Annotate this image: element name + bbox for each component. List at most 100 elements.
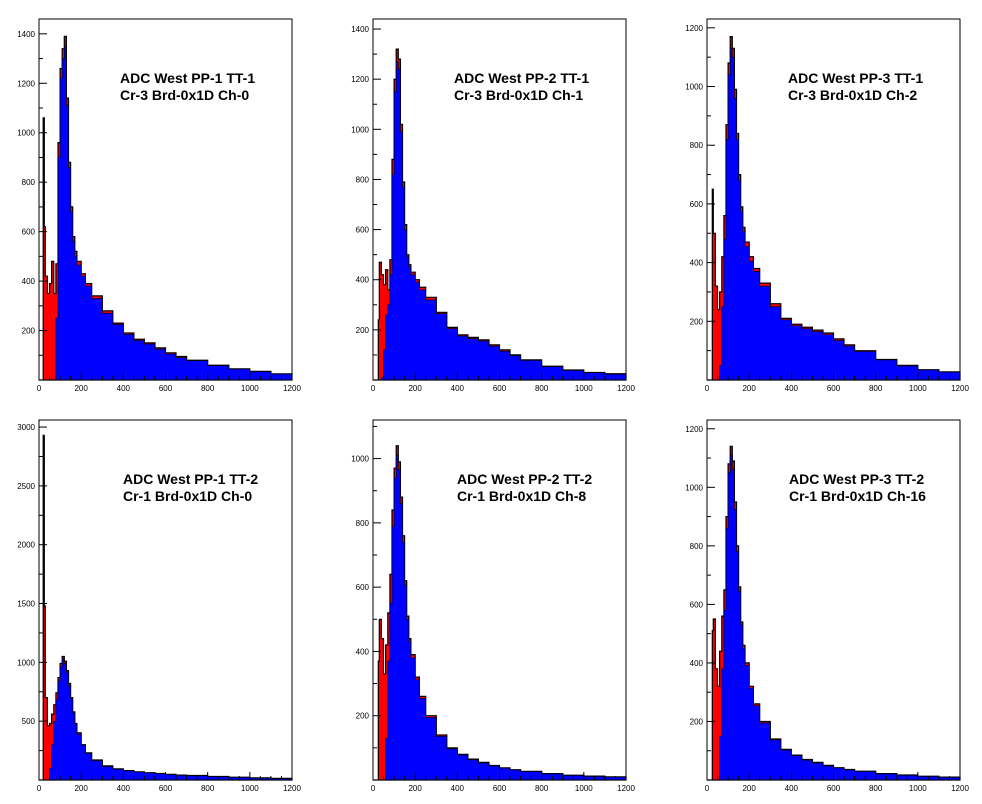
panel-subtitle: Cr-1 Brd-0x1D Ch-16 (789, 488, 926, 504)
panel-subtitle: Cr-3 Brd-0x1D Ch-2 (788, 87, 917, 103)
panel-title: ADC West PP-3 TT-2 (789, 471, 924, 487)
x-tick-label: 1000 (909, 384, 927, 393)
x-tick-label: 600 (827, 784, 841, 793)
y-tick-label: 200 (356, 712, 370, 721)
histogram-panel: 0 200 400 600 800 1000 1200 200 400 600 800 1000 120… (685, 18, 969, 393)
x-tick-label: 200 (742, 784, 756, 793)
panel-title: ADC West PP-3 TT-1 (788, 70, 923, 86)
x-tick-label: 800 (535, 784, 549, 793)
x-tick-label: 400 (451, 784, 465, 793)
y-tick-label: 1500 (17, 600, 35, 609)
x-tick-label: 400 (451, 384, 465, 393)
y-tick-label: 1200 (17, 79, 35, 88)
x-tick-label: 800 (201, 784, 215, 793)
histogram-panel: 0 200 400 600 800 1000 1200 200 400 600 800 1000 120… (351, 18, 635, 393)
x-tick-label: 0 (37, 384, 42, 393)
panel-title: ADC West PP-2 TT-2 (457, 471, 592, 487)
x-tick-label: 1000 (241, 384, 259, 393)
x-tick-label: 400 (785, 784, 799, 793)
x-tick-label: 200 (742, 384, 756, 393)
x-tick-label: 1200 (617, 384, 635, 393)
x-tick-label: 600 (159, 384, 173, 393)
y-tick-label: 600 (690, 200, 704, 209)
x-tick-label: 1200 (951, 384, 969, 393)
x-tick-label: 200 (408, 384, 422, 393)
y-tick-label: 400 (22, 277, 36, 286)
panel-subtitle: Cr-1 Brd-0x1D Ch-8 (457, 488, 586, 504)
x-tick-label: 200 (74, 784, 88, 793)
gated-histogram (707, 48, 961, 381)
y-tick-label: 1000 (17, 658, 35, 667)
y-tick-label: 1000 (685, 483, 703, 492)
histogram-panel: 0 200 400 600 800 1000 1200 200 400 600 800 1000 ADC… (351, 419, 635, 793)
y-tick-label: 800 (690, 141, 704, 150)
x-tick-label: 800 (869, 384, 883, 393)
y-tick-label: 400 (690, 659, 704, 668)
y-tick-label: 200 (690, 717, 704, 726)
x-tick-label: 0 (371, 784, 376, 793)
gated-histogram (39, 45, 293, 381)
gated-histogram (39, 658, 293, 781)
x-tick-label: 200 (74, 384, 88, 393)
y-tick-label: 600 (356, 226, 370, 235)
y-tick-label: 600 (22, 228, 36, 237)
x-tick-label: 600 (493, 784, 507, 793)
x-tick-label: 1200 (951, 784, 969, 793)
y-tick-label: 2000 (17, 541, 35, 550)
histogram-panel: 0 200 400 600 800 1000 1200 200 400 600 800 1000 120… (685, 419, 969, 793)
x-tick-label: 400 (117, 384, 131, 393)
y-tick-label: 1200 (685, 24, 703, 33)
panel-subtitle: Cr-3 Brd-0x1D Ch-0 (120, 87, 249, 103)
y-tick-label: 1200 (685, 425, 703, 434)
x-tick-label: 400 (117, 784, 131, 793)
y-tick-label: 400 (690, 259, 704, 268)
x-tick-label: 800 (535, 384, 549, 393)
y-tick-label: 600 (356, 583, 370, 592)
y-tick-label: 1000 (685, 83, 703, 92)
panel-title: ADC West PP-1 TT-2 (123, 471, 258, 487)
y-tick-label: 200 (690, 317, 704, 326)
x-tick-label: 800 (201, 384, 215, 393)
x-tick-label: 600 (159, 784, 173, 793)
y-tick-label: 800 (22, 178, 36, 187)
y-tick-label: 800 (356, 519, 370, 528)
y-tick-label: 500 (22, 717, 36, 726)
panel-title: ADC West PP-2 TT-1 (454, 70, 589, 86)
x-tick-label: 400 (785, 384, 799, 393)
y-tick-label: 800 (690, 542, 704, 551)
y-tick-label: 400 (356, 276, 370, 285)
x-tick-label: 1200 (617, 784, 635, 793)
gated-histogram (373, 455, 627, 781)
y-tick-label: 1400 (351, 25, 369, 34)
y-tick-label: 1000 (351, 455, 369, 464)
panel-subtitle: Cr-3 Brd-0x1D Ch-1 (454, 87, 583, 103)
y-tick-label: 200 (356, 326, 370, 335)
gated-histogram (373, 61, 627, 381)
y-tick-label: 1400 (17, 30, 35, 39)
x-tick-label: 1000 (575, 384, 593, 393)
y-tick-label: 1200 (351, 75, 369, 84)
y-tick-label: 2500 (17, 482, 35, 491)
y-tick-label: 400 (356, 647, 370, 656)
histogram-panel: 0 200 400 600 800 1000 1200 200 400 600 800 1000 120… (17, 18, 301, 393)
y-tick-label: 1000 (351, 125, 369, 134)
x-tick-label: 1200 (283, 384, 301, 393)
x-tick-label: 0 (705, 384, 710, 393)
x-tick-label: 1000 (909, 784, 927, 793)
x-tick-label: 800 (869, 784, 883, 793)
y-tick-label: 600 (690, 600, 704, 609)
x-tick-label: 0 (371, 384, 376, 393)
y-tick-label: 1000 (17, 129, 35, 138)
x-tick-label: 1000 (575, 784, 593, 793)
y-tick-label: 200 (22, 327, 36, 336)
histogram-panel: 0 200 400 600 800 1000 1200 500 1000 1500 2000 2500… (17, 419, 301, 793)
x-tick-label: 1000 (241, 784, 259, 793)
y-tick-label: 3000 (17, 423, 35, 432)
x-tick-label: 1200 (283, 784, 301, 793)
gated-histogram (707, 454, 961, 781)
panel-title: ADC West PP-1 TT-1 (120, 70, 255, 86)
panel-subtitle: Cr-1 Brd-0x1D Ch-0 (123, 488, 252, 504)
y-tick-label: 800 (356, 175, 370, 184)
